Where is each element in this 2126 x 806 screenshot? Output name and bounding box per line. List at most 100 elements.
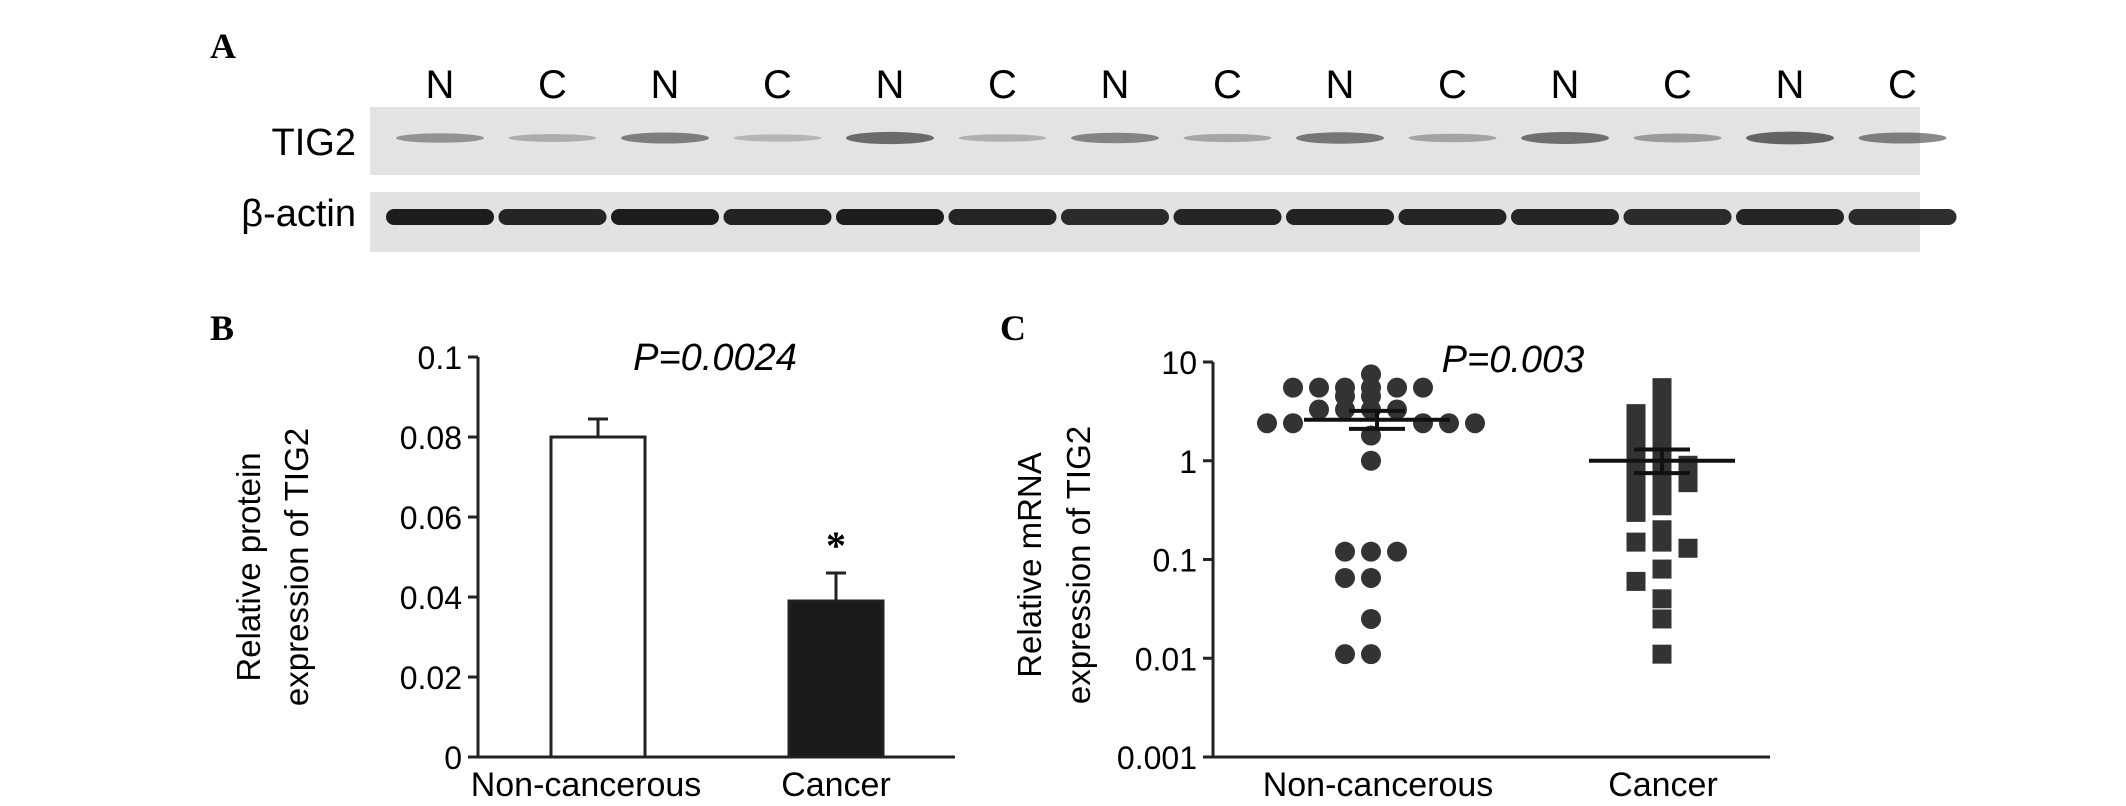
lane-label: C: [1213, 63, 1242, 107]
c-point-noncancerous: [1361, 541, 1381, 562]
lane-label: C: [538, 63, 567, 107]
tig2-band: [958, 134, 1047, 142]
b-plot-area: 0 0.02 0.04 0.06 0.08 0.1 Non-cancerous * Cancer: [400, 340, 955, 804]
c-point-noncancerous: [1335, 541, 1355, 562]
c-point-noncancerous: [1283, 377, 1303, 398]
c-point-cancer: [1626, 421, 1646, 441]
c-point-cancer: [1652, 496, 1672, 516]
c-point-cancer: [1652, 532, 1672, 552]
tig2-band: [508, 134, 597, 142]
c-point-noncancerous: [1283, 413, 1303, 434]
actin-row-label: β-actin: [241, 193, 356, 235]
b-pvalue-annotation: P=0.0024: [633, 337, 797, 379]
actin-bands: [386, 209, 1957, 225]
c-point-noncancerous: [1257, 413, 1277, 434]
c-y-tick-label: 0.001: [1117, 740, 1197, 776]
actin-band: [1736, 209, 1844, 225]
c-ylabel-line-2: expression of TIG2: [1060, 426, 1097, 704]
c-point-cancer: [1652, 389, 1672, 409]
b-category-label: Non-cancerous: [471, 766, 702, 804]
c-point-noncancerous: [1413, 413, 1433, 434]
c-point-cancer: [1678, 538, 1698, 558]
tig2-band: [1633, 133, 1722, 143]
c-y-tick-label: 10: [1161, 345, 1197, 381]
tig2-band: [1071, 132, 1159, 144]
tig2-band: [846, 131, 934, 145]
tig2-band: [1858, 132, 1947, 144]
panel-b-label: B: [210, 308, 234, 348]
b-ylabel-line-1: Relative protein: [230, 452, 267, 681]
lane-label: N: [1551, 63, 1580, 107]
c-point-noncancerous: [1387, 377, 1407, 398]
c-point-cancer: [1678, 473, 1698, 493]
lane-label: N: [1776, 63, 1805, 107]
actin-band: [1511, 209, 1619, 225]
tig2-band: [1183, 133, 1272, 143]
c-point-noncancerous: [1335, 399, 1355, 420]
c-point-cancer: [1626, 404, 1646, 424]
b-y-tick-label: 0.02: [400, 660, 462, 696]
lane-label: C: [1663, 63, 1692, 107]
c-point-noncancerous: [1361, 644, 1381, 665]
panel-b: B Relative protein expression of TIG2 P=…: [210, 308, 955, 804]
c-category-label: Cancer: [1608, 766, 1718, 804]
c-pvalue-annotation: P=0.003: [1442, 339, 1585, 381]
c-point-cancer: [1652, 559, 1672, 579]
c-y-tick-label: 0.1: [1153, 543, 1197, 579]
c-point-cancer: [1652, 644, 1672, 664]
b-y-tick-label: 0.08: [400, 420, 462, 456]
c-point-cancer: [1652, 404, 1672, 424]
c-point-cancer: [1652, 589, 1672, 609]
panel-a: A N C N C N C N C N C N C N C TIG2 β-actin: [210, 26, 1957, 252]
lane-label: C: [1888, 63, 1917, 107]
b-ylabel-line-2: expression of TIG2: [278, 428, 315, 706]
actin-band: [723, 209, 832, 225]
c-ylabel-line-1: Relative mRNA: [1011, 452, 1048, 678]
b-y-tick-label: 0.06: [400, 500, 462, 536]
actin-band: [1173, 209, 1282, 225]
c-point-noncancerous: [1335, 567, 1355, 588]
c-point-noncancerous: [1413, 377, 1433, 398]
b-bar: [549, 435, 647, 759]
actin-band: [1061, 209, 1169, 225]
lane-label: C: [1438, 63, 1467, 107]
tig2-band: [1296, 132, 1384, 144]
c-point-noncancerous: [1361, 450, 1381, 471]
b-category-label: Cancer: [781, 766, 891, 804]
c-point-cancer: [1652, 421, 1672, 441]
actin-band: [611, 209, 719, 225]
c-point-noncancerous: [1335, 644, 1355, 665]
c-point-noncancerous: [1361, 608, 1381, 629]
c-plot-area: 0.001 0.01 0.1 1 10 Non-cancerous Cancer: [1117, 345, 1770, 804]
c-point-noncancerous: [1361, 364, 1381, 385]
lane-label: C: [763, 63, 792, 107]
actin-band: [1623, 209, 1732, 225]
panel-a-label: A: [210, 26, 236, 66]
tig2-band: [396, 133, 484, 143]
actin-band: [1398, 209, 1507, 225]
c-point-noncancerous: [1439, 413, 1459, 434]
tig2-band: [733, 134, 822, 142]
panel-c: C Relative mRNA expression of TIG2 P=0.0…: [1000, 308, 1770, 804]
panel-c-label: C: [1000, 308, 1026, 348]
lane-label: N: [426, 63, 455, 107]
c-y-tick-label: 1: [1179, 444, 1197, 480]
tig2-band: [621, 132, 709, 144]
lane-label: N: [876, 63, 905, 107]
tig2-band: [1521, 132, 1609, 144]
c-point-noncancerous: [1361, 567, 1381, 588]
c-point-noncancerous: [1309, 399, 1329, 420]
c-point-noncancerous: [1465, 413, 1485, 434]
lane-label: N: [1101, 63, 1130, 107]
b-bar: [787, 599, 885, 759]
b-y-tick-label: 0: [444, 740, 462, 776]
actin-band: [498, 209, 607, 225]
actin-band: [1286, 209, 1394, 225]
actin-band: [948, 209, 1057, 225]
b-y-tick-label: 0.1: [418, 340, 462, 376]
c-point-cancer: [1626, 502, 1646, 522]
c-point-noncancerous: [1309, 377, 1329, 398]
actin-band: [386, 209, 494, 225]
